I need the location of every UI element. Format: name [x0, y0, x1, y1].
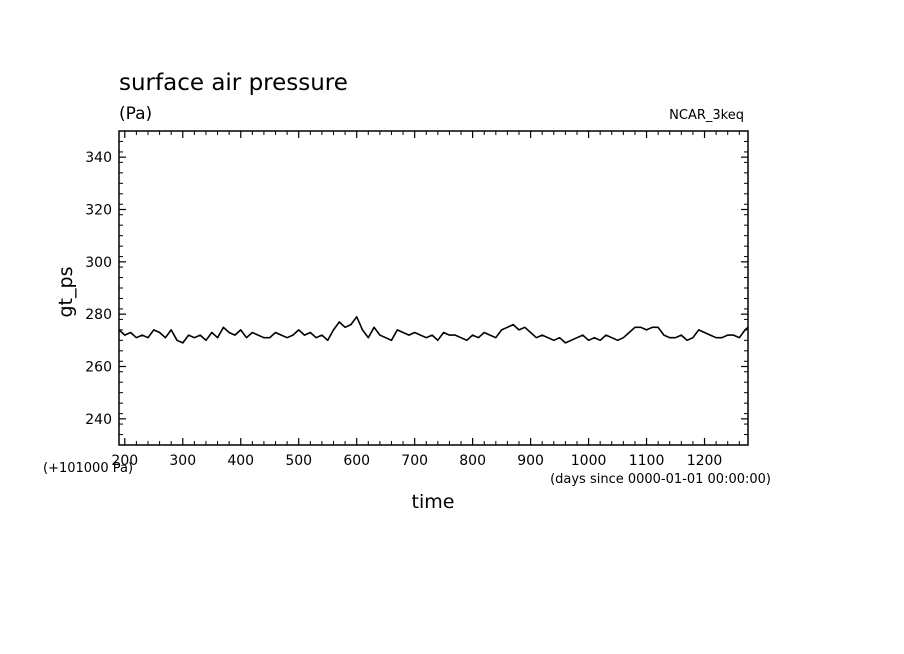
chart-title: surface air pressure — [119, 70, 348, 96]
x-tick-label-8: 1000 — [571, 453, 607, 469]
units-label: (Pa) — [119, 104, 152, 124]
y-offset-note: (+101000 Pa) — [43, 461, 133, 476]
y-tick-label-1: 260 — [85, 360, 112, 376]
x-tick-label-7: 900 — [517, 453, 544, 469]
y-tick-label-0: 240 — [85, 412, 112, 428]
x-tick-label-9: 1100 — [629, 453, 665, 469]
x-tick-label-10: 1200 — [687, 453, 723, 469]
x-tick-label-0: 200 — [111, 453, 138, 469]
x-tick-label-4: 600 — [343, 453, 370, 469]
x-tick-label-6: 800 — [459, 453, 486, 469]
series-line — [118, 316, 749, 344]
y-axis-label: gt_ps — [55, 267, 77, 318]
y-tick-label-2: 280 — [85, 307, 112, 323]
axis-ticks — [119, 130, 748, 446]
x-tick-label-5: 700 — [401, 453, 428, 469]
y-tick-labels: 240 260 280 300 320 340 — [85, 150, 112, 428]
x-units-note: (days since 0000-01-01 00:00:00) — [550, 472, 771, 487]
x-axis-label: time — [412, 491, 455, 513]
source-label: NCAR_3keq — [669, 108, 744, 123]
y-tick-label-4: 320 — [85, 203, 112, 219]
x-tick-label-3: 500 — [285, 453, 312, 469]
x-tick-label-1: 300 — [169, 453, 196, 469]
x-tick-labels: 200 300 400 500 600 700 800 900 1000 1100 1200 — [111, 453, 722, 469]
y-tick-label-3: 300 — [85, 255, 112, 271]
y-tick-label-5: 340 — [85, 150, 112, 166]
x-tick-label-2: 400 — [227, 453, 254, 469]
plot-frame — [118, 130, 749, 446]
